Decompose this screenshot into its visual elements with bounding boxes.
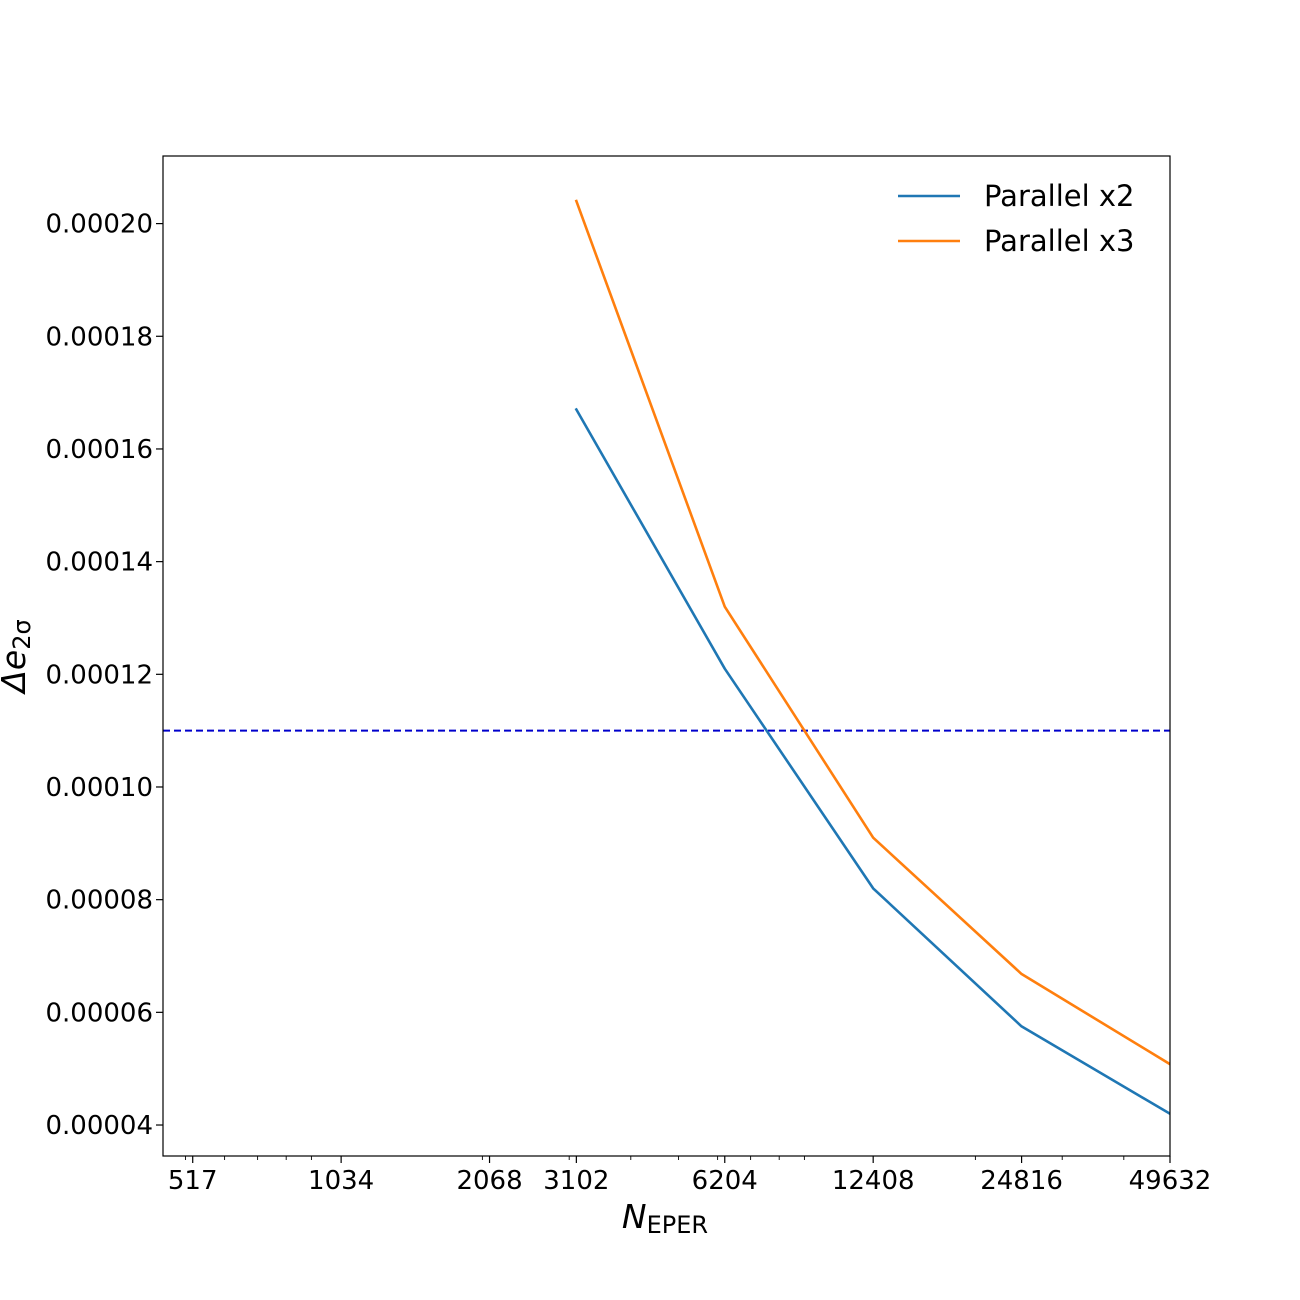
x-axis-label-subscript: EPER: [647, 1211, 708, 1239]
y-tick-label: 0.00016: [45, 435, 153, 465]
y-tick-label: 0.00012: [45, 660, 153, 690]
x-tick-label: 6204: [692, 1166, 758, 1196]
y-tick-label: 0.00014: [45, 548, 153, 578]
series-line-1: [574, 407, 1170, 1116]
y-tick-label: 0.00020: [45, 210, 153, 240]
x-tick-label: 1034: [308, 1166, 374, 1196]
y-tick-label: 0.00004: [45, 1111, 153, 1141]
legend-label-2: Parallel x3: [984, 224, 1135, 258]
x-tick-label: 24816: [980, 1166, 1063, 1196]
x-tick-label: 12408: [832, 1166, 915, 1196]
x-tick-label: 3102: [543, 1166, 609, 1196]
y-tick-label: 0.00010: [45, 773, 153, 803]
y-tick-label: 0.00018: [45, 322, 153, 352]
x-tick-label: 517: [168, 1166, 218, 1196]
plot-frame: [162, 155, 1171, 1157]
x-tick-label: 2068: [456, 1166, 522, 1196]
y-axis-label-subscript: 2σ: [8, 619, 36, 649]
y-tick-label: 0.00008: [45, 886, 153, 916]
y-axis-label: Δe2σ: [0, 619, 36, 695]
y-axis-label-main: Δe: [0, 650, 33, 696]
x-axis-label: NEPER: [622, 1197, 708, 1239]
x-axis-label-main: N: [622, 1197, 647, 1236]
y-tick-label: 0.00006: [45, 998, 153, 1028]
legend-label-1: Parallel x2: [984, 179, 1135, 213]
series-line-2: [574, 199, 1170, 1066]
x-tick-label: 49632: [1129, 1166, 1212, 1196]
